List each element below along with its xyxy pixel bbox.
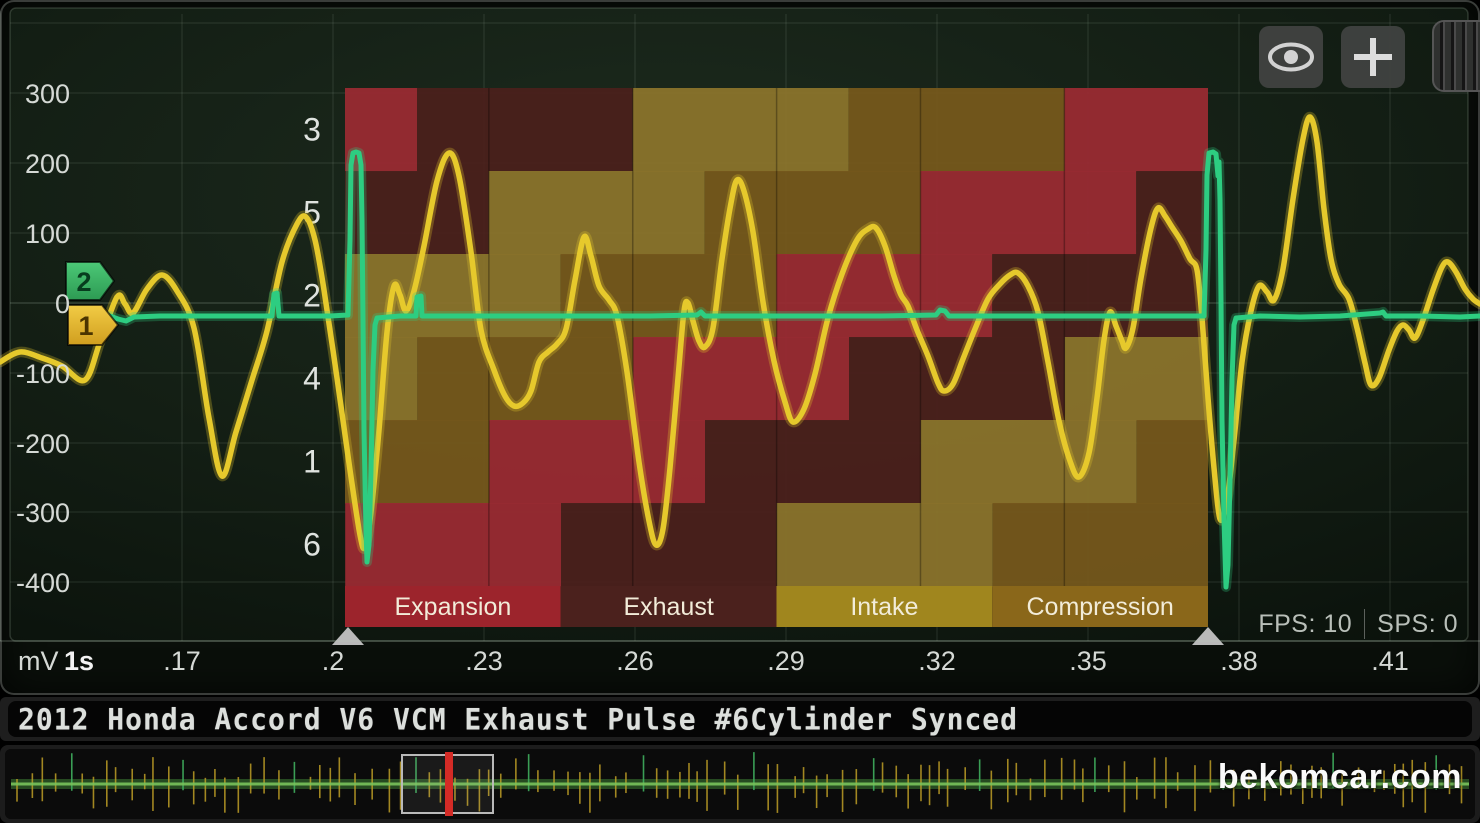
y-tick-label: -400 — [16, 568, 70, 598]
timeline-spikes — [16, 752, 1463, 813]
x-tick-label: .26 — [616, 646, 654, 676]
channel-1-marker[interactable]: 1 — [67, 304, 120, 346]
y-axis-unit: mV — [18, 646, 59, 676]
x-tick-label: .23 — [465, 646, 503, 676]
status-bar: FPS: 10 SPS: 0 — [1258, 608, 1458, 640]
x-tick-label: .38 — [1220, 646, 1258, 676]
cylinder-label: 4 — [303, 361, 321, 397]
timeline-playhead[interactable] — [445, 752, 453, 816]
time-scale-label: 1s — [64, 646, 94, 676]
stroke-label-intake: Intake — [850, 593, 918, 621]
scope-display-panel: Expansion Exhaust Intake Compression 3 5 2 4 1 6 2… — [0, 0, 1480, 695]
stroke-cell-intake — [345, 254, 561, 338]
y-tick-label: 300 — [25, 79, 70, 109]
stroke-cell-expansion — [920, 171, 1137, 255]
fps-value: FPS: 10 — [1258, 609, 1353, 638]
x-tick-label: .2 — [322, 646, 345, 676]
stroke-cell-compression — [992, 503, 1208, 587]
cylinder-label: 3 — [303, 112, 321, 148]
x-tick-label: .17 — [163, 646, 201, 676]
stroke-cell-compression — [417, 337, 634, 421]
stroke-cell-intake — [920, 420, 1137, 504]
timeline-waveform — [5, 749, 1475, 819]
stroke-cell-expansion — [1064, 88, 1208, 172]
watermark-text: bekomcar.com — [1217, 758, 1462, 796]
y-tick-label: 200 — [25, 149, 70, 179]
stroke-cell-expansion — [345, 88, 417, 172]
side-drawer-handle[interactable] — [1432, 20, 1480, 92]
ch2-sync-trace — [107, 149, 1480, 590]
y-tick-label: -200 — [16, 429, 70, 459]
y-tick-label: -300 — [16, 498, 70, 528]
overlay-range-handle-right[interactable] — [1192, 627, 1224, 645]
recording-title-inner: 2012 Honda Accord V6 VCM Exhaust Pulse #… — [8, 701, 1472, 737]
timeline-overview — [0, 745, 1480, 823]
stroke-cell-compression — [1136, 420, 1208, 504]
x-tick-label: .41 — [1371, 646, 1409, 676]
plus-icon — [1354, 38, 1392, 76]
x-tick-label: .29 — [767, 646, 805, 676]
recording-title: 2012 Honda Accord V6 VCM Exhaust Pulse #… — [18, 701, 1019, 737]
overlay-range-handle-left[interactable] — [332, 627, 364, 645]
cylinder-label: 2 — [303, 278, 321, 314]
timeline-track[interactable] — [5, 749, 1475, 819]
stroke-label-compression: Compression — [1026, 593, 1173, 621]
recording-title-bar: 2012 Honda Accord V6 VCM Exhaust Pulse #… — [0, 697, 1480, 741]
x-tick-label: .35 — [1069, 646, 1107, 676]
channel-2-marker[interactable]: 2 — [65, 261, 116, 301]
stroke-cell-intake — [776, 503, 993, 587]
stroke-cell-exhaust — [705, 420, 921, 504]
stroke-cell-expansion — [345, 503, 561, 587]
y-tick-label: -100 — [16, 359, 70, 389]
stroke-cell-intake — [488, 171, 705, 255]
stroke-cell-exhaust — [561, 503, 777, 587]
stroke-cell-compression — [848, 88, 1065, 172]
svg-text:2: 2 — [76, 267, 91, 297]
stroke-label-expansion: Expansion — [395, 593, 512, 621]
status-divider — [1364, 609, 1366, 639]
scope-plot: Expansion Exhaust Intake Compression3524162… — [0, 7, 1480, 676]
stroke-cell-intake — [1064, 337, 1208, 421]
stroke-cell-exhaust — [992, 254, 1208, 338]
x-tick-label: .32 — [918, 646, 956, 676]
svg-text:1: 1 — [78, 311, 93, 341]
stroke-cell-intake — [632, 88, 849, 172]
stroke-label-band: Expansion Exhaust Intake Compression — [345, 586, 1208, 627]
add-channel-button[interactable] — [1341, 26, 1405, 88]
visibility-button[interactable] — [1259, 26, 1323, 88]
stroke-cell-expansion — [776, 254, 993, 338]
y-tick-label: 100 — [25, 219, 70, 249]
cylinder-label: 6 — [303, 527, 321, 563]
stroke-label-exhaust: Exhaust — [623, 593, 713, 621]
sps-value: SPS: 0 — [1377, 609, 1458, 638]
cylinder-label: 1 — [303, 444, 321, 480]
time-axis: mV 1s .17 .2 .23 .26 .29 .32 .35 .38 .41 — [0, 640, 1480, 676]
eye-icon — [1268, 42, 1314, 72]
y-tick-label: 0 — [55, 289, 70, 319]
